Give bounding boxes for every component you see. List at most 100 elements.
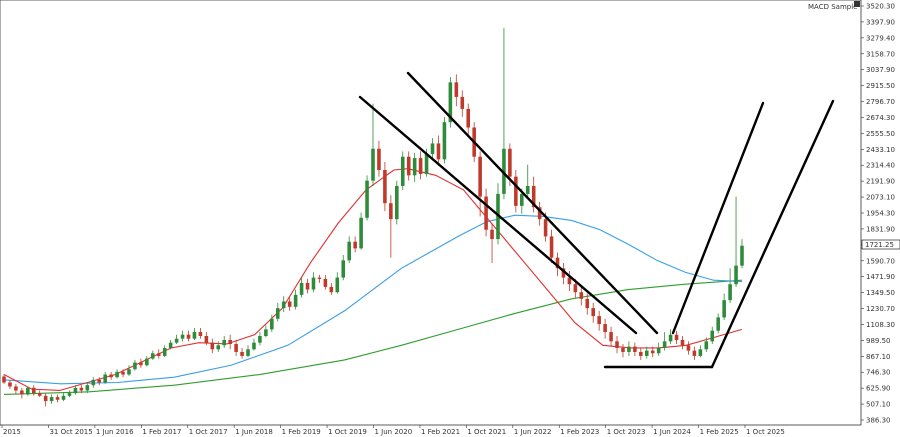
candle-body xyxy=(210,342,215,350)
candle-body xyxy=(478,156,482,197)
candle xyxy=(609,326,613,347)
candle-body xyxy=(222,340,226,346)
moving-average-fast xyxy=(3,168,743,392)
y-tick-label: 3397.90 xyxy=(866,18,895,26)
candle-body xyxy=(412,158,417,176)
candle-body xyxy=(115,371,119,378)
y-tick-label: 867.10 xyxy=(866,353,891,361)
y-tick-label: 2915.50 xyxy=(866,82,895,90)
candle xyxy=(698,345,703,358)
candle xyxy=(186,330,191,342)
y-tick-label: 625.90 xyxy=(866,385,891,393)
trendline[interactable] xyxy=(358,95,638,335)
candle xyxy=(26,386,30,396)
current-price-marker: 1721.25 xyxy=(861,239,900,250)
candle-body xyxy=(585,298,590,309)
candle-body xyxy=(704,341,709,350)
candle xyxy=(722,293,726,321)
y-tick-label: 386.30 xyxy=(866,417,891,425)
trendline[interactable] xyxy=(671,101,765,335)
candle xyxy=(704,337,709,352)
x-tick-label: 1 Oct 2021 xyxy=(467,428,506,436)
indicator-icon[interactable] xyxy=(854,1,860,7)
candle-body xyxy=(549,236,554,258)
candle xyxy=(61,393,66,402)
candle-body xyxy=(139,362,143,366)
candle-body xyxy=(561,268,566,278)
candle-body xyxy=(264,329,268,337)
candle-body xyxy=(180,334,185,339)
candle xyxy=(644,346,649,359)
candle xyxy=(20,387,24,399)
candle xyxy=(133,359,137,371)
candle-body xyxy=(656,347,661,354)
candle xyxy=(335,272,340,294)
candle-body xyxy=(436,143,441,160)
candle xyxy=(311,272,316,293)
candle-body xyxy=(97,379,102,383)
candle xyxy=(650,346,655,358)
candle xyxy=(49,394,54,404)
candle xyxy=(67,390,72,398)
candle xyxy=(121,369,125,378)
candle xyxy=(240,347,244,359)
candle-body xyxy=(353,241,357,249)
candle xyxy=(639,347,643,360)
candle xyxy=(377,140,381,177)
candle xyxy=(103,371,107,384)
candle xyxy=(740,239,744,269)
candle xyxy=(204,332,209,346)
candle xyxy=(549,229,554,263)
y-tick-label: 1349.50 xyxy=(866,289,895,297)
y-tick-label: 2674.30 xyxy=(866,114,895,122)
candle xyxy=(275,302,280,322)
candle xyxy=(597,310,601,331)
trendline[interactable] xyxy=(406,71,659,335)
candle-body xyxy=(43,395,48,402)
candle xyxy=(79,385,84,394)
candle-body xyxy=(621,347,625,352)
y-tick-label: 3037.90 xyxy=(866,66,895,74)
y-tick-label: 1590.70 xyxy=(866,257,895,265)
candle-layer xyxy=(2,27,744,407)
candle xyxy=(139,358,143,368)
candle xyxy=(37,390,42,398)
candle xyxy=(216,341,221,352)
candle xyxy=(228,334,232,350)
x-tick-label: 1 Jun 2018 xyxy=(235,428,273,436)
candle xyxy=(466,103,471,136)
plot-frame xyxy=(0,0,862,426)
candle xyxy=(252,338,256,351)
candle-body xyxy=(168,342,173,348)
y-tick-label: 1471.90 xyxy=(866,273,895,281)
trendline[interactable] xyxy=(710,99,835,369)
candle xyxy=(674,330,679,344)
candle-body xyxy=(103,374,107,383)
candle xyxy=(448,77,453,128)
candle xyxy=(109,371,113,380)
x-tick-label: 1 Oct 2019 xyxy=(328,428,367,436)
candle-body xyxy=(555,257,560,269)
candle-body xyxy=(573,284,578,293)
candle-body xyxy=(109,374,113,378)
candle xyxy=(145,355,149,367)
y-tick-label: 989.50 xyxy=(866,337,891,345)
y-tick-label: 507.10 xyxy=(866,401,891,409)
candle-body xyxy=(14,386,18,391)
y-tick-label: 1108.30 xyxy=(866,321,895,329)
candle xyxy=(329,282,334,295)
candle-body xyxy=(502,148,506,194)
candle-body xyxy=(335,277,340,293)
candle xyxy=(151,350,155,360)
candle xyxy=(162,345,167,358)
candle-body xyxy=(418,158,423,174)
candle-body xyxy=(192,332,197,339)
candle xyxy=(281,296,286,313)
y-tick-label: 746.30 xyxy=(866,369,891,377)
candle xyxy=(31,385,36,396)
candle xyxy=(305,278,310,294)
candle-body xyxy=(454,82,459,97)
candle-body xyxy=(591,308,595,317)
candle-body xyxy=(186,334,191,339)
candle xyxy=(442,116,447,164)
